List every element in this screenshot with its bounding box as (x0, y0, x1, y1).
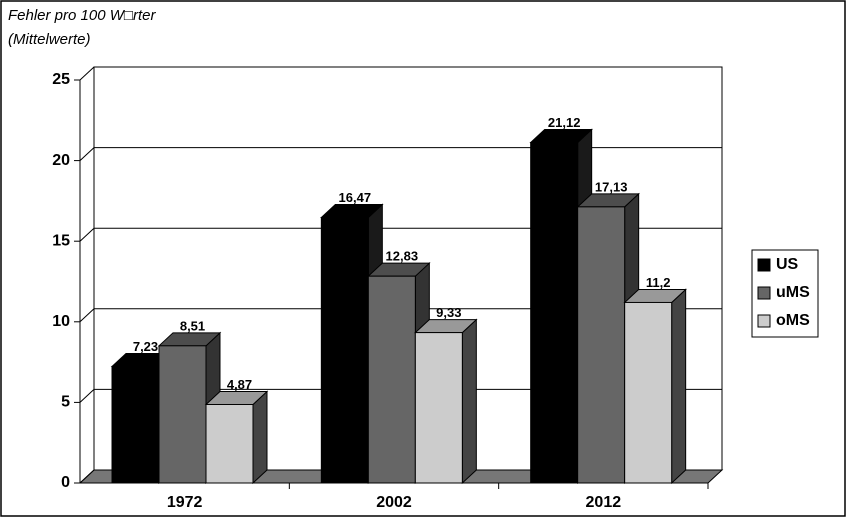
bar-side (671, 288, 687, 485)
bar (530, 142, 579, 484)
grid-line (79, 147, 95, 161)
legend-swatch (757, 258, 771, 272)
legend-swatch (757, 286, 771, 300)
bar (577, 206, 626, 484)
value-label: 8,51 (180, 318, 205, 333)
grid-line (79, 227, 95, 242)
y-tick-label: 20 (52, 152, 70, 169)
y-tick-label: 0 (61, 474, 70, 491)
y-tick-label: 5 (61, 394, 70, 411)
legend-swatch (757, 314, 771, 328)
legend-label: uMS (776, 284, 810, 301)
y-tick-label: 15 (52, 232, 70, 249)
value-label: 9,33 (436, 305, 461, 320)
y-tick-label: 10 (52, 313, 70, 330)
x-tick-label: 2012 (586, 494, 622, 511)
bar-side (461, 318, 477, 485)
grid-line (79, 66, 95, 81)
value-label: 11,2 (646, 275, 671, 290)
value-label: 7,23 (133, 339, 158, 354)
legend-label: US (776, 256, 799, 273)
bar (414, 332, 463, 484)
value-label: 12,83 (386, 249, 419, 264)
x-tick-label: 1972 (167, 494, 203, 511)
value-label: 21,12 (548, 115, 581, 130)
bar (320, 217, 369, 484)
grid-line (79, 389, 95, 403)
chart-title: Fehler pro 100 W□rter (8, 7, 156, 24)
bar (205, 403, 254, 484)
bar (111, 365, 160, 484)
value-label: 4,87 (227, 377, 252, 392)
bar (158, 345, 207, 484)
bar-side (252, 390, 268, 485)
y-tick-label: 25 (52, 71, 70, 88)
bar (367, 275, 416, 484)
grid-line (79, 308, 95, 323)
chart-subtitle: (Mittelwerte) (8, 31, 91, 48)
value-label: 17,13 (595, 179, 628, 194)
legend-label: oMS (776, 312, 810, 329)
x-tick-label: 2002 (376, 494, 412, 511)
grid-line (79, 469, 95, 484)
value-label: 16,47 (339, 190, 372, 205)
bar (624, 301, 673, 484)
